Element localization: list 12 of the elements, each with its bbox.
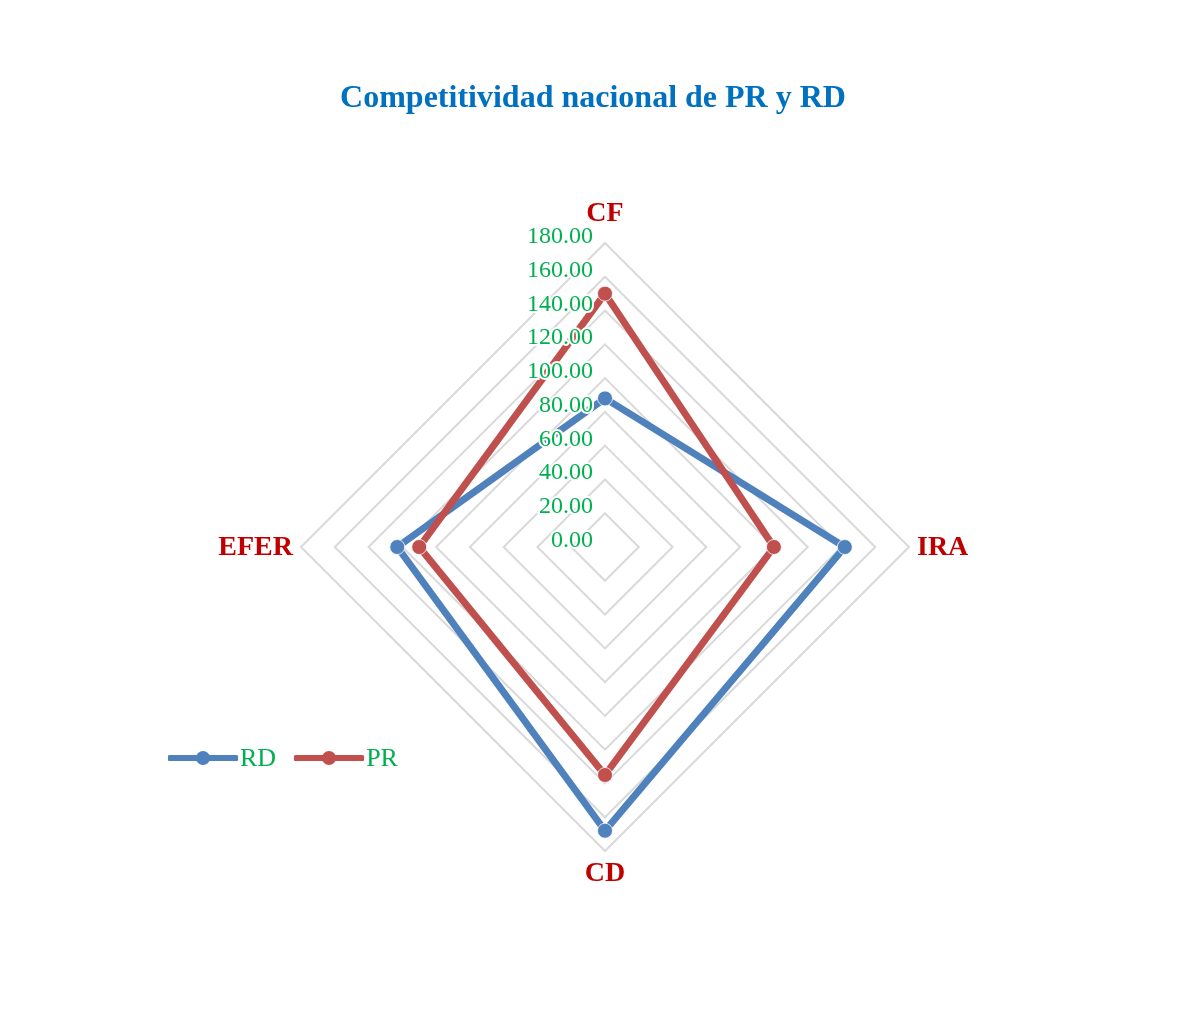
y-tick-label: 140.00 (527, 289, 593, 316)
legend-label: PR (366, 743, 398, 773)
chart-title: Competitividad nacional de PR y RD (339, 78, 847, 115)
y-tick-label: 80.00 (539, 390, 593, 417)
spoke-label: CD (584, 856, 626, 887)
legend-label: RD (240, 743, 277, 773)
y-tick-label: 20.00 (539, 492, 593, 519)
y-tick-label: 160.00 (527, 255, 593, 282)
y-tick-label: 0.00 (551, 526, 593, 552)
y-tick-label: 40.00 (539, 458, 593, 485)
spoke-label: IRA (917, 530, 970, 561)
spoke-label: EFER (218, 530, 294, 561)
